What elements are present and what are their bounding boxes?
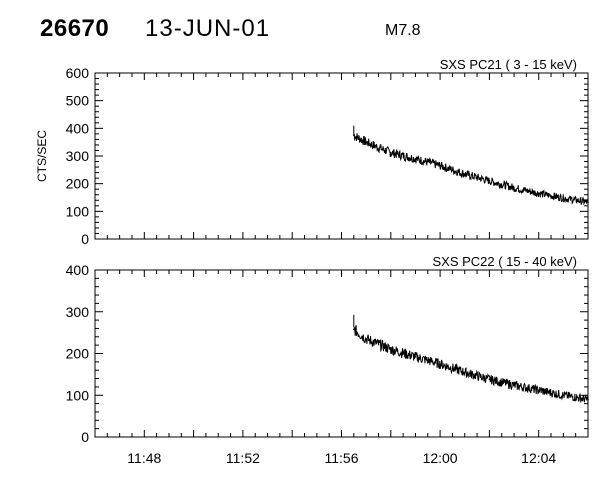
event-date: 13-JUN-01 [145, 15, 271, 42]
data-point [513, 384, 515, 387]
data-point [537, 389, 540, 392]
data-point [463, 173, 466, 175]
y-tick-label: 500 [66, 93, 90, 109]
y-tick-label: 400 [66, 120, 90, 136]
x-tick-label: 11:48 [127, 450, 161, 466]
y-axis-label: CTS/SEC [35, 130, 49, 182]
y-tick-label: 200 [66, 346, 90, 362]
series-line-panel-2 [353, 314, 589, 404]
plot-frame-1 [94, 72, 589, 240]
y-tick-label: 200 [66, 176, 90, 192]
data-point [414, 356, 417, 358]
panel-title: SXS PC21 ( 3 - 15 keV) [440, 57, 577, 72]
y-tick-label: 100 [66, 203, 90, 219]
y-tick-label: 300 [66, 304, 90, 320]
y-tick-label: 300 [66, 148, 90, 164]
plot-frame-2 [94, 269, 589, 438]
data-point [562, 197, 565, 199]
y-tick-label: 600 [66, 65, 90, 81]
series-line-panel-1 [353, 125, 589, 206]
y-tick-label: 0 [81, 429, 89, 445]
data-point [587, 398, 589, 401]
data-point [488, 378, 491, 381]
data-point [353, 328, 355, 331]
flare-class: M7.8 [385, 22, 421, 39]
data-point [390, 151, 392, 154]
y-tick-label: 400 [66, 262, 90, 278]
data-point [562, 394, 565, 397]
panel-title: SXS PC22 ( 15 - 40 keV) [432, 254, 577, 269]
data-point [439, 164, 441, 167]
y-tick-label: 100 [66, 387, 90, 403]
data-point [365, 141, 367, 143]
x-tick-label: 11:56 [325, 450, 359, 466]
x-tick-label: 12:04 [521, 450, 556, 466]
data-point [537, 192, 540, 195]
data-point [414, 157, 417, 160]
x-tick-label: 12:00 [423, 450, 458, 466]
data-point [463, 371, 466, 374]
event-id: 26670 [40, 15, 110, 42]
data-point [488, 180, 491, 182]
data-point [390, 348, 392, 351]
x-tick-label: 11:52 [226, 450, 260, 466]
data-point [587, 201, 589, 204]
data-point [439, 363, 441, 365]
data-point [513, 187, 515, 189]
data-point [365, 338, 367, 340]
y-tick-label: 0 [81, 231, 89, 247]
data-point [353, 134, 355, 137]
